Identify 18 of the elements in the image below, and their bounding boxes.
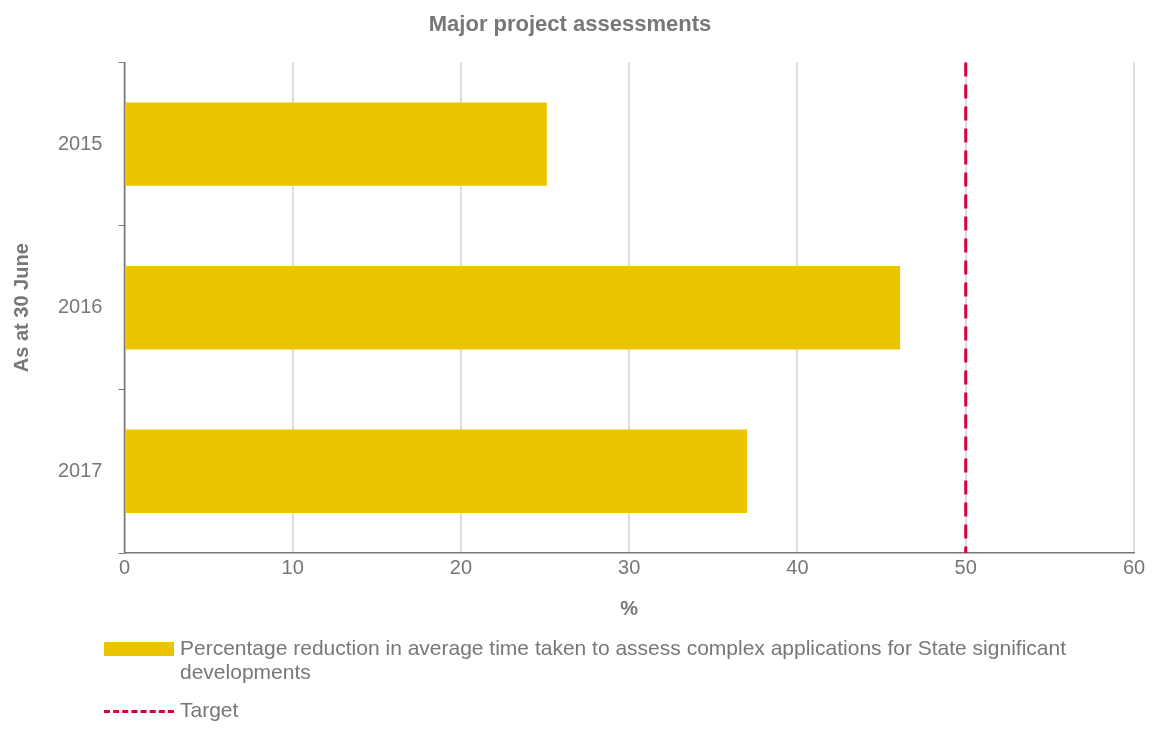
x-tick-label: 50 (954, 555, 977, 578)
chart-title: Major project assessments (428, 11, 712, 37)
bar (125, 102, 547, 186)
x-axis-title: % (620, 596, 639, 619)
x-tick-label: 60 (1122, 555, 1146, 578)
y-tick-label: 2016 (57, 295, 103, 318)
x-tick-label: 40 (786, 555, 809, 578)
legend-label: Target (180, 698, 239, 722)
y-tick-label: 2017 (57, 458, 103, 481)
x-tick-label: 20 (449, 555, 473, 578)
x-tick-label: 10 (281, 555, 304, 578)
legend-label: Percentage reduction in average time taken to assess complex applications for State significant developments (180, 636, 1067, 684)
bar (125, 266, 901, 350)
y-axis-title: As at 30 June (9, 243, 32, 373)
x-tick-label: 30 (618, 555, 641, 578)
x-tick-label: 0 (118, 555, 131, 578)
y-tick-label: 2015 (57, 131, 103, 154)
bar (125, 429, 748, 513)
